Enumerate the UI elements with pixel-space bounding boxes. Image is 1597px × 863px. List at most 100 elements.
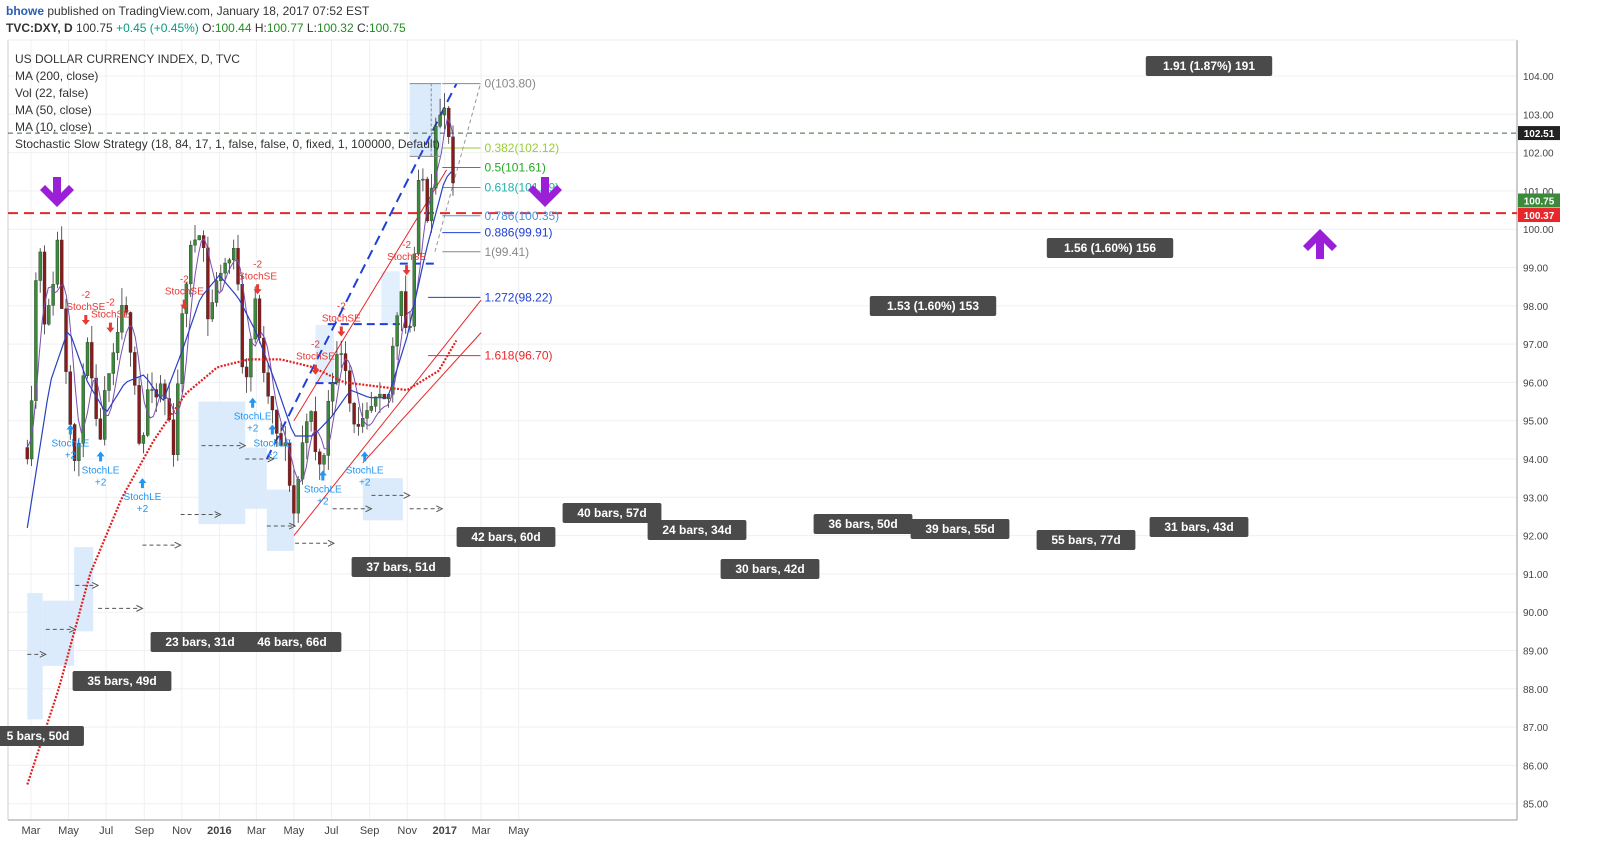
candle[interactable] <box>395 312 399 360</box>
long-entry-signal[interactable]: StochLE+2 <box>234 397 272 435</box>
candle[interactable] <box>133 346 137 395</box>
candle[interactable] <box>176 369 180 462</box>
candle[interactable] <box>373 396 378 412</box>
candle[interactable] <box>25 439 30 465</box>
measure-label[interactable]: 1.91 (1.87%) 191 <box>1145 56 1273 76</box>
candle[interactable] <box>180 305 184 393</box>
candle[interactable] <box>77 437 81 477</box>
range-label[interactable]: 42 bars, 60d <box>456 527 556 547</box>
candle[interactable] <box>352 401 356 434</box>
short-entry-signal[interactable]: StochSE-2 <box>387 240 426 276</box>
candle[interactable] <box>249 336 253 392</box>
short-entry-signal[interactable]: StochSE-2 <box>91 298 130 333</box>
candle[interactable] <box>171 403 176 467</box>
candle[interactable] <box>348 364 352 412</box>
candle[interactable] <box>257 294 262 344</box>
long-entry-signal[interactable]: StochLE+2 <box>124 478 162 515</box>
measure-label[interactable]: 1.53 (1.60%) 153 <box>869 296 997 316</box>
candle[interactable] <box>90 326 94 391</box>
legend-stochastic-strategy[interactable]: Stochastic Slow Strategy (18, 84, 17, 1,… <box>15 137 440 151</box>
long-entry-signal[interactable]: StochLE+2 <box>346 451 384 488</box>
candle[interactable] <box>51 271 55 316</box>
candle[interactable] <box>429 173 434 233</box>
candle[interactable] <box>107 373 111 402</box>
candle[interactable] <box>322 453 326 474</box>
long-entry-signal[interactable]: StochLE+2 <box>82 451 120 488</box>
candle[interactable] <box>38 248 42 293</box>
candle[interactable] <box>292 468 296 527</box>
candle[interactable] <box>416 169 421 257</box>
candle[interactable] <box>55 231 60 289</box>
measure-label[interactable]: 1.56 (1.60%) 156 <box>1046 238 1174 258</box>
legend-ma10[interactable]: MA (10, close) <box>15 120 92 134</box>
candle[interactable] <box>210 289 214 322</box>
candle[interactable] <box>309 410 313 432</box>
candle[interactable] <box>330 372 335 417</box>
range-label[interactable]: 5 bars, 50d <box>0 726 84 746</box>
long-entry-signal[interactable]: StochLE+2 <box>51 424 90 462</box>
candle[interactable] <box>42 245 47 335</box>
candle[interactable] <box>369 391 374 413</box>
legend-ma50[interactable]: MA (50, close) <box>15 103 92 117</box>
short-entry-signal[interactable]: StochSE-2 <box>238 259 277 295</box>
candle[interactable] <box>399 290 404 332</box>
short-entry-signal[interactable]: StochSE-2 <box>296 340 335 375</box>
candle[interactable] <box>283 425 288 462</box>
candle[interactable] <box>150 372 154 404</box>
candle[interactable] <box>167 382 171 423</box>
range-label[interactable]: 31 bars, 43d <box>1149 517 1249 537</box>
candle[interactable] <box>279 422 283 446</box>
candle[interactable] <box>72 422 77 472</box>
candle[interactable] <box>266 363 270 404</box>
candle[interactable] <box>442 93 447 130</box>
candle[interactable] <box>244 358 249 393</box>
candle[interactable] <box>287 439 292 492</box>
range-label[interactable]: 30 bars, 42d <box>720 559 820 579</box>
candle[interactable] <box>197 235 202 241</box>
candle[interactable] <box>124 296 128 317</box>
candle[interactable] <box>189 240 193 297</box>
candle[interactable] <box>404 275 408 334</box>
candle[interactable] <box>382 393 386 400</box>
candle[interactable] <box>356 407 361 436</box>
candle[interactable] <box>339 340 343 368</box>
range-label[interactable]: 46 bars, 66d <box>242 632 342 652</box>
candle[interactable] <box>29 385 34 467</box>
short-entry-signal[interactable]: StochSE-2 <box>322 301 361 337</box>
range-label[interactable]: 40 bars, 57d <box>562 503 662 523</box>
long-entry-signal[interactable]: StochLE+2 <box>253 424 292 462</box>
author-name[interactable]: bhowe <box>6 4 44 18</box>
long-entry-signal[interactable]: StochLE+2 <box>304 470 342 507</box>
candle[interactable] <box>438 98 442 129</box>
range-label[interactable]: 39 bars, 55d <box>910 519 1010 539</box>
candle[interactable] <box>270 395 275 424</box>
candle[interactable] <box>115 317 120 361</box>
short-entry-signal[interactable]: StochSE-2 <box>165 275 204 310</box>
candle[interactable] <box>141 432 146 454</box>
candle[interactable] <box>223 257 227 282</box>
legend-volume[interactable]: Vol (22, false) <box>15 86 89 100</box>
range-label[interactable]: 24 bars, 34d <box>647 520 747 540</box>
range-label[interactable]: 23 bars, 31d <box>150 632 250 652</box>
candle[interactable] <box>253 286 257 344</box>
candle[interactable] <box>412 246 417 332</box>
range-label[interactable]: 37 bars, 51d <box>351 557 451 577</box>
candle[interactable] <box>421 168 425 192</box>
short-entry-signal[interactable]: StochSE-2 <box>66 290 106 325</box>
legend-ma200[interactable]: MA (200, close) <box>15 69 99 83</box>
candle[interactable] <box>98 408 103 440</box>
candle[interactable] <box>60 226 64 309</box>
candle[interactable] <box>232 239 236 270</box>
candle[interactable] <box>81 363 85 458</box>
candle[interactable] <box>128 311 133 367</box>
candle[interactable] <box>425 176 429 224</box>
candle[interactable] <box>47 298 51 326</box>
range-label[interactable]: 35 bars, 49d <box>72 671 172 691</box>
candle[interactable] <box>120 288 124 340</box>
candle[interactable] <box>227 257 232 274</box>
range-label[interactable]: 55 bars, 77d <box>1036 530 1136 550</box>
candle[interactable] <box>275 409 279 447</box>
candle[interactable] <box>326 390 331 470</box>
candle[interactable] <box>137 377 141 446</box>
